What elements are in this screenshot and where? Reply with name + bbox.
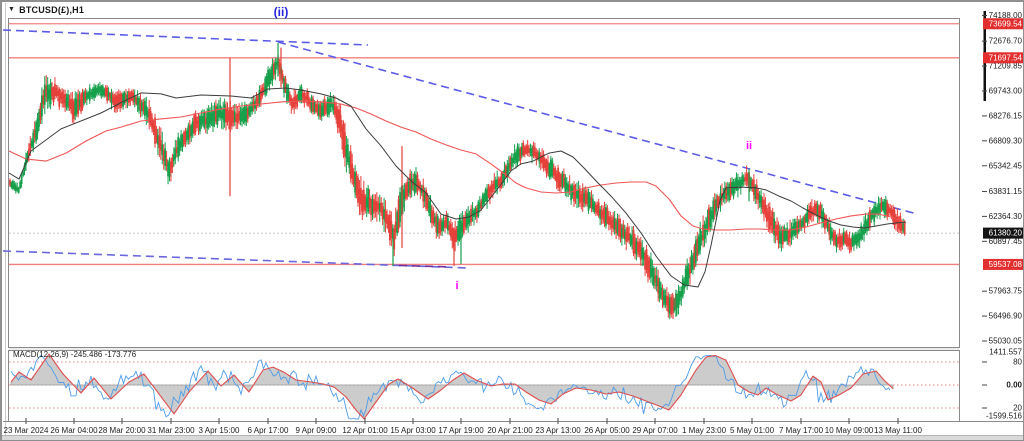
price-tick-label: 68276.15	[989, 111, 1023, 120]
long-wick-candle	[460, 222, 462, 265]
long-wick-candle	[280, 47, 282, 88]
wave-labels[interactable]: (ii)iii	[274, 5, 752, 292]
time-tick-label: 13 May 11:00	[874, 426, 922, 435]
price-tick-label: 63831.15	[989, 187, 1023, 196]
time-tick-label: 5 May 01:00	[730, 426, 775, 435]
fast-ma-line	[8, 87, 907, 288]
time-tick-label: 26 Apr 05:00	[584, 426, 630, 435]
macd-level-label: 0.00	[1006, 381, 1022, 390]
price-tick-label: 62364.30	[989, 212, 1023, 221]
time-tick-label: 1 May 23:00	[682, 426, 727, 435]
long-wick-candle	[675, 289, 677, 317]
price-level-lines[interactable]	[9, 23, 959, 266]
price-tag-label: 59537.08	[989, 260, 1023, 269]
dashed-trendline[interactable]	[2, 29, 369, 46]
time-tick-label: 12 Apr 01:00	[342, 426, 388, 435]
long-wick-candle	[453, 227, 455, 266]
dashed-trendline[interactable]	[398, 264, 452, 268]
long-wick-candle	[672, 294, 674, 319]
price-tick-label: 55030.05	[989, 337, 1023, 346]
symbol-title[interactable]: ▼ BTCUSD(£),H1	[8, 5, 84, 15]
time-tick-label: 29 Apr 07:00	[632, 426, 678, 435]
macd-axis[interactable]: 1411.557 -1599.516 80 0.00 20	[982, 348, 1023, 421]
time-tick-label: 15 Apr 03:00	[390, 426, 436, 435]
macd-min-label: -1599.516	[986, 412, 1023, 421]
time-tick-label: 20 Apr 21:00	[487, 426, 533, 435]
slow-ma-line	[8, 100, 905, 231]
price-tick-label: 69743.00	[989, 87, 1023, 96]
time-tick-label: 9 Apr 09:00	[296, 426, 337, 435]
price-tick-label: 65342.45	[989, 161, 1023, 170]
price-tag	[983, 258, 1023, 270]
price-tag-label: 71697.54	[989, 53, 1023, 62]
price-tag	[983, 18, 1023, 30]
dashed-trendline[interactable]	[2, 250, 468, 269]
macd-histogram-area	[10, 355, 894, 418]
time-tick-label: 23 Apr 13:00	[535, 426, 581, 435]
long-wick-candle	[401, 146, 403, 249]
time-tick-label: 28 Mar 20:00	[98, 426, 146, 435]
price-tick-label: 56496.90	[989, 312, 1023, 321]
macd-signal-line	[10, 353, 894, 420]
symbol-label: BTCUSD(£),H1	[19, 5, 85, 15]
time-tick-label: 26 Mar 04:00	[50, 426, 98, 435]
time-axis[interactable]: 23 Mar 2024 26 Mar 04:00 28 Mar 20:00 31 Ma…	[4, 418, 923, 435]
wave-label[interactable]: i	[455, 280, 458, 292]
price-tick-label: 57963.75	[989, 287, 1023, 296]
price-tick-label: 60897.45	[989, 237, 1023, 246]
chart-dropdown-icon[interactable]: ▼	[8, 5, 16, 13]
dashed-trendline[interactable]	[277, 41, 918, 215]
long-wick-candle	[392, 237, 394, 267]
time-tick-label: 7 May 17:00	[779, 426, 824, 435]
price-tag	[983, 52, 1023, 64]
macd-main-line	[10, 354, 891, 420]
time-tick-label: 6 Apr 17:00	[248, 426, 289, 435]
long-wick-candle	[748, 169, 750, 202]
wave-label[interactable]: ii	[746, 140, 752, 152]
candles	[9, 43, 906, 320]
price-tick-label: 66809.30	[989, 136, 1023, 145]
price-tag-label: 73699.54	[989, 19, 1023, 28]
macd-max-label: 1411.557	[989, 348, 1022, 357]
time-tick-label: 3 Apr 15:00	[199, 426, 240, 435]
time-tick-label: 10 May 09:00	[825, 426, 874, 435]
time-tick-label: 31 Mar 23:00	[147, 426, 195, 435]
wave-label[interactable]: (ii)	[274, 5, 289, 19]
price-tag	[983, 227, 1023, 239]
macd-indicator-label: MACD(12,26,9) -245.486 -173.776	[13, 350, 137, 359]
time-tick-label: 23 Mar 2024	[4, 426, 49, 435]
price-tag-label: 61380.20	[989, 229, 1023, 238]
time-tick-label: 17 Apr 19:00	[438, 426, 484, 435]
price-tick-label: 74188.00	[989, 11, 1023, 20]
long-wick-candle	[277, 43, 279, 77]
macd-level-label: 80	[1013, 358, 1022, 367]
trendlines[interactable]	[2, 29, 918, 269]
macd-level-label: 20	[1013, 404, 1022, 413]
macd-panel[interactable]	[9, 353, 959, 420]
long-wick-candle	[229, 57, 231, 197]
price-axis[interactable]: 74188.00 72676.70 71209.85 69743.00 68276.15…	[982, 11, 1024, 346]
price-tick-label: 72676.70	[989, 37, 1023, 46]
price-tick-label: 71209.85	[989, 62, 1023, 71]
